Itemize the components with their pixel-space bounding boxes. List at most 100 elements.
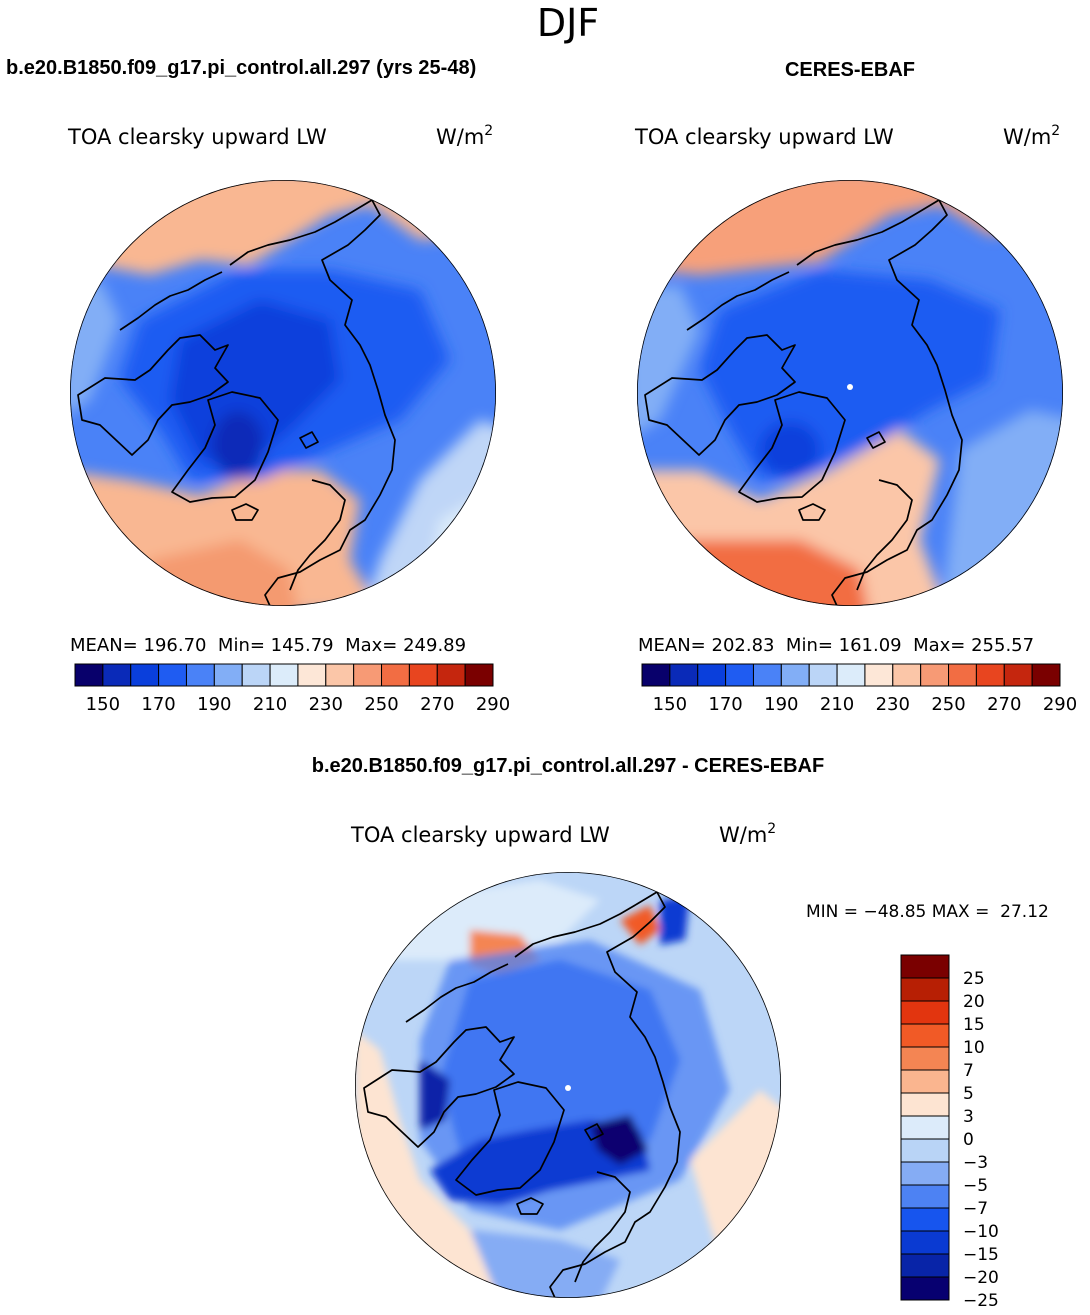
map-ceres-coast-arctic-canada xyxy=(644,334,796,456)
cbar-left-tick-label: 290 xyxy=(476,694,510,715)
map-diff-west-dark xyxy=(420,1060,450,1130)
map-model-coast-alaska xyxy=(119,271,223,331)
diff-units-exp: 2 xyxy=(767,821,776,837)
map-ceres-greenland-deep xyxy=(760,422,820,478)
colorbar-diff-tick-label: 25 xyxy=(963,969,985,989)
panel-left-variable: TOA clearsky upward LW xyxy=(67,125,327,149)
map-diff-coast-scandinavia xyxy=(574,1171,631,1283)
cbar-left-tick-label: 170 xyxy=(141,694,175,715)
colorbar-diff-swatch xyxy=(900,1276,950,1301)
panel-left-units-base: W/m xyxy=(436,125,484,149)
cbar-left-tick-label: 250 xyxy=(364,694,398,715)
cbar-right-tick-label: 150 xyxy=(653,694,687,715)
cbar-right-swatch xyxy=(836,663,866,687)
colorbar-diff-tick-label: −15 xyxy=(963,1245,999,1265)
colorbar-right: 150 170 190 210 230 250 270 290 xyxy=(641,663,1077,715)
map-model-coastlines xyxy=(77,199,396,606)
colorbar-diff-swatch xyxy=(900,977,950,1002)
cbar-left-tick-label: 190 xyxy=(197,694,231,715)
map-model-coast-scandinavia xyxy=(289,479,346,591)
cbar-right-swatch xyxy=(864,663,894,687)
colorbar-diff-tick-label: −20 xyxy=(963,1268,999,1288)
map-ceres-coast-iceland xyxy=(798,503,826,521)
cbar-left-swatch xyxy=(74,663,104,687)
cbar-right-tick-label: 250 xyxy=(931,694,965,715)
map-ceres-coast-alaska xyxy=(686,271,790,331)
map-ceres-pole-marker xyxy=(847,384,853,390)
map-diff-northeast-dark xyxy=(660,895,690,945)
cbar-right-swatch xyxy=(697,663,727,687)
cbar-right-swatch xyxy=(752,663,782,687)
cbar-left-tick-label: 210 xyxy=(253,694,287,715)
colorbar-diff-swatch xyxy=(900,1161,950,1186)
map-ceres-coast-svalbard xyxy=(866,431,886,449)
diff-units: W/m2 xyxy=(719,821,776,847)
colorbar-diff-tick-label: 20 xyxy=(963,992,985,1012)
map-model-darkest xyxy=(212,411,264,479)
diff-units-base: W/m xyxy=(719,823,767,847)
map-diff-coast-eurasia xyxy=(514,891,681,1298)
colorbar-diff-swatch xyxy=(900,1230,950,1255)
cbar-right-swatch xyxy=(920,663,950,687)
cbar-left-swatch xyxy=(158,663,187,687)
colorbar-diff-swatch xyxy=(900,1207,950,1232)
colorbar-diff-swatch xyxy=(900,1069,950,1094)
panel-right-header: CERES-EBAF xyxy=(785,59,915,81)
panel-left-units: W/m2 xyxy=(436,123,493,149)
colorbar-diff-tick-label: 3 xyxy=(963,1107,974,1127)
map-diff-south-light xyxy=(470,1230,620,1298)
cbar-right-swatch xyxy=(1031,663,1061,687)
cbar-left-swatch xyxy=(325,663,355,687)
cbar-right-tick-label: 210 xyxy=(820,694,854,715)
colorbar-diff-tick-label: 10 xyxy=(963,1038,985,1058)
cbar-right-swatch xyxy=(1003,663,1033,687)
diff-stats: MIN = −48.85 MAX = 27.12 xyxy=(806,902,1049,922)
map-diff-coastlines xyxy=(363,891,681,1298)
colorbar-diff-swatch xyxy=(900,1253,950,1278)
cbar-right-tick-label: 190 xyxy=(764,694,798,715)
map-ceres-coast-scandinavia xyxy=(856,479,913,591)
cbar-right-tick-label: 170 xyxy=(708,694,742,715)
map-diff-nordic-darkest xyxy=(590,1115,648,1165)
cbar-right-tick-label: 290 xyxy=(1043,694,1077,715)
cbar-left-swatch xyxy=(408,663,438,687)
map-diff-coast-svalbard xyxy=(584,1123,604,1141)
colorbar-diff-tick-label: −10 xyxy=(963,1222,999,1242)
cbar-right-swatch xyxy=(808,663,838,687)
cbar-left-swatch xyxy=(185,663,215,687)
cbar-left-swatch xyxy=(213,663,243,687)
cbar-left-tick-label: 270 xyxy=(420,694,454,715)
map-diff-coast-iceland xyxy=(516,1197,544,1215)
map-diff-coast-alaska xyxy=(405,963,509,1023)
cbar-left-swatch xyxy=(269,663,299,687)
map-ceres-coast-greenland xyxy=(738,391,846,503)
cbar-right-swatch xyxy=(780,663,810,687)
colorbar-diff-tick-label: −5 xyxy=(963,1176,988,1196)
map-model-deep-blue xyxy=(170,300,340,470)
panel-right-variable: TOA clearsky upward LW xyxy=(634,125,894,149)
map-diff-field xyxy=(355,880,781,1298)
cbar-right-swatch xyxy=(641,663,671,687)
map-diff xyxy=(355,872,781,1298)
cbar-left-swatch xyxy=(436,663,466,687)
cbar-right-swatch xyxy=(975,663,1005,687)
colorbar-diff-swatch xyxy=(900,1092,950,1117)
cbar-right-swatch xyxy=(725,663,754,687)
panel-left-units-exp: 2 xyxy=(484,123,493,139)
colorbar-diff-swatch xyxy=(900,1023,950,1048)
colorbar-diff-tick-label: 0 xyxy=(963,1130,974,1150)
diff-header: b.e20.B1850.f09_g17.pi_control.all.297 -… xyxy=(312,755,824,777)
cbar-right-tick-label: 230 xyxy=(876,694,910,715)
season-title: DJF xyxy=(537,1,599,45)
map-model-coast-iceland xyxy=(231,503,259,521)
map-ceres xyxy=(637,180,1063,606)
cbar-right-swatch xyxy=(669,663,699,687)
panel-right-units: W/m2 xyxy=(1003,123,1060,149)
map-model-coast-eurasia xyxy=(229,199,396,606)
cbar-left-swatch xyxy=(297,663,327,687)
cbar-left-swatch xyxy=(130,663,160,687)
cbar-left-swatch xyxy=(381,663,410,687)
cbar-right-tick-label: 270 xyxy=(987,694,1021,715)
cbar-left-swatch xyxy=(353,663,383,687)
panel-left-header: b.e20.B1850.f09_g17.pi_control.all.297 (… xyxy=(6,57,476,79)
